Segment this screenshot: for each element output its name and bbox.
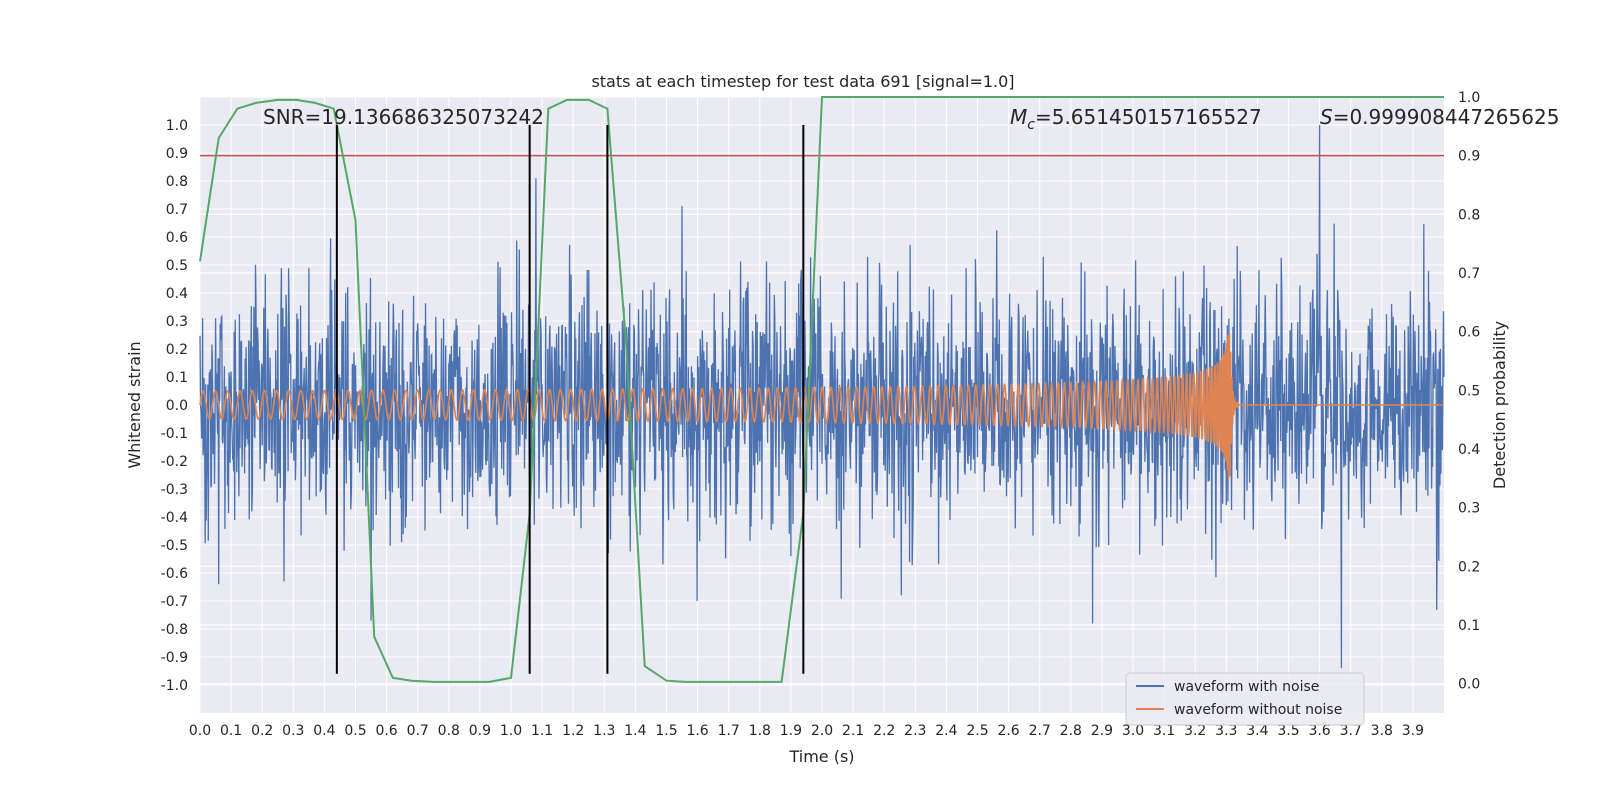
s-annotation: S=0.999908447265625 (1320, 105, 1559, 129)
event-markers (335, 125, 805, 674)
y-tick-label: -1.0 (161, 678, 188, 694)
x-tick-label: 0.4 (313, 723, 335, 739)
y2-tick-label: 0.0 (1458, 677, 1480, 693)
y2-tick-label: 0.2 (1458, 559, 1480, 575)
y-tick-label: 0.6 (166, 230, 188, 246)
x-tick-label: 1.5 (655, 723, 677, 739)
x-tick-label: 2.5 (966, 723, 988, 739)
axis-ticks: 0.0 0.1 0.2 0.3 0.4 0.5 0.6 0.7 0.8 0.9 1.0 1.1 1.2 1… (161, 90, 1481, 739)
x-tick-label: 3.6 (1308, 723, 1330, 739)
y-tick-label: -0.3 (161, 482, 188, 498)
y2-tick-label: 0.3 (1458, 501, 1480, 517)
y-tick-label: 1.0 (166, 118, 188, 134)
x-tick-label: 2.1 (842, 723, 864, 739)
x-tick-label: 0.9 (469, 723, 491, 739)
y-tick-label: 0.8 (166, 174, 188, 190)
y-tick-label: 0.4 (166, 286, 188, 302)
x-tick-label: 3.0 (1122, 723, 1144, 739)
y-tick-label: -0.9 (161, 650, 188, 666)
x-tick-label: 1.0 (500, 723, 522, 739)
y2-tick-label: 0.9 (1458, 149, 1480, 165)
x-tick-label: 0.1 (220, 723, 242, 739)
x-tick-label: 2.4 (935, 723, 957, 739)
clean-line (199, 333, 1444, 480)
s-symbol: S (1320, 105, 1333, 129)
y2-axis-label: Detection probability (1490, 321, 1509, 489)
x-tick-label: 1.7 (718, 723, 740, 739)
x-tick-label: 2.8 (1060, 723, 1082, 739)
x-tick-label: 1.1 (531, 723, 553, 739)
y-tick-label: -0.5 (161, 538, 188, 554)
y2-tick-label: 1.0 (1458, 90, 1480, 106)
y2-tick-label: 0.6 (1458, 325, 1480, 341)
y2-tick-label: 0.1 (1458, 618, 1480, 634)
x-tick-label: 2.7 (1029, 723, 1051, 739)
x-tick-label: 1.4 (624, 723, 646, 739)
x-tick-label: 0.6 (375, 723, 397, 739)
x-tick-label: 3.4 (1246, 723, 1268, 739)
x-tick-label: 3.3 (1215, 723, 1237, 739)
x-tick-label: 0.0 (189, 723, 211, 739)
legend-box (1125, 672, 1365, 726)
s-value: =0.999908447265625 (1333, 105, 1560, 129)
x-tick-label: 2.9 (1091, 723, 1113, 739)
x-tick-label: 3.8 (1371, 723, 1393, 739)
x-tick-label: 1.2 (562, 723, 584, 739)
y-tick-label: 0.0 (166, 398, 188, 414)
y-tick-label: 0.9 (166, 146, 188, 162)
probability-curve (199, 96, 1444, 683)
x-tick-label: 1.6 (686, 723, 708, 739)
y-tick-label: -0.1 (161, 426, 188, 442)
y2-tick-label: 0.7 (1458, 266, 1480, 282)
snr-annotation: SNR=19.136686325073242 (263, 105, 544, 129)
x-tick-label: 2.6 (997, 723, 1019, 739)
y-tick-label: 0.2 (166, 342, 188, 358)
x-tick-label: 3.9 (1402, 723, 1424, 739)
mc-value: =5.651450157165527 (1035, 105, 1262, 129)
y-tick-label: -0.7 (161, 594, 188, 610)
x-tick-label: 0.3 (282, 723, 304, 739)
noise-waveform (199, 124, 1445, 669)
legend: waveform with noise waveform without noi… (1125, 672, 1365, 726)
x-tick-label: 1.3 (593, 723, 615, 739)
x-tick-label: 3.2 (1184, 723, 1206, 739)
legend-label-clean: waveform without noise (1174, 702, 1342, 718)
y-axis-label: Whitened strain (125, 341, 144, 468)
x-tick-label: 1.9 (780, 723, 802, 739)
clean-waveform (199, 333, 1444, 480)
x-tick-label: 0.8 (438, 723, 460, 739)
mc-annotation: Mc=5.651450157165527 (1010, 105, 1262, 133)
y-tick-label: 0.1 (166, 370, 188, 386)
y2-tick-label: 0.8 (1458, 207, 1480, 223)
x-tick-label: 0.2 (251, 723, 273, 739)
x-tick-label: 3.1 (1153, 723, 1175, 739)
probability-line (199, 96, 1444, 683)
mc-symbol: M (1010, 105, 1027, 129)
y-tick-label: 0.7 (166, 202, 188, 218)
y-tick-label: 0.3 (166, 314, 188, 330)
y-tick-label: -0.6 (161, 566, 188, 582)
x-tick-label: 0.7 (407, 723, 429, 739)
x-tick-label: 0.5 (344, 723, 366, 739)
y-tick-label: -0.8 (161, 622, 188, 638)
y2-tick-label: 0.5 (1458, 383, 1480, 399)
x-tick-label: 3.7 (1340, 723, 1362, 739)
legend-label-noise: waveform with noise (1174, 679, 1319, 695)
x-tick-label: 2.2 (873, 723, 895, 739)
noise-line (199, 124, 1445, 669)
x-axis-label: Time (s) (788, 747, 854, 766)
x-tick-label: 2.3 (904, 723, 926, 739)
y2-tick-label: 0.4 (1458, 442, 1480, 458)
y-tick-label: -0.2 (161, 454, 188, 470)
mc-subscript: c (1027, 117, 1035, 133)
x-tick-label: 3.5 (1277, 723, 1299, 739)
x-tick-label: 1.8 (749, 723, 771, 739)
y-tick-label: -0.4 (161, 510, 188, 526)
y-tick-label: 0.5 (166, 258, 188, 274)
chart-title: stats at each timestep for test data 691… (591, 72, 1014, 91)
x-tick-label: 2.0 (811, 723, 833, 739)
